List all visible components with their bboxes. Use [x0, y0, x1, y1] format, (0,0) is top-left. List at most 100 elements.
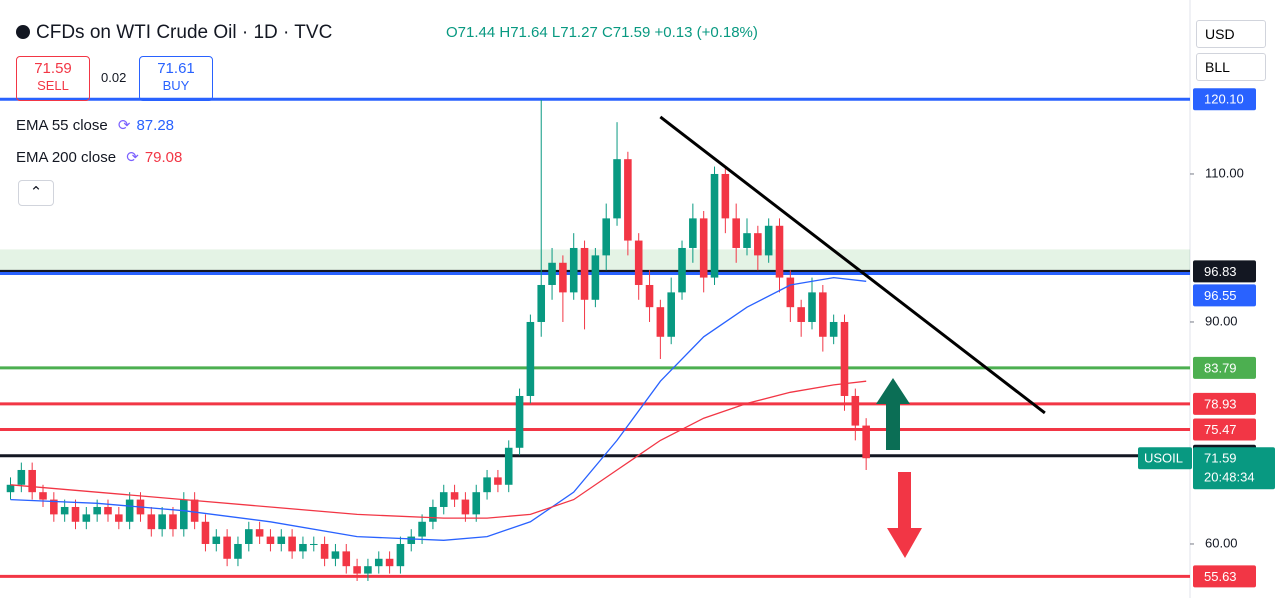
legend-name: EMA 200 close	[16, 149, 117, 166]
candle-body	[125, 499, 134, 522]
candle-body	[158, 514, 166, 530]
candle-body	[266, 536, 275, 544]
icon: ⟳	[117, 117, 131, 134]
candle-body	[180, 499, 188, 530]
candle-body	[6, 484, 15, 493]
candle-body	[234, 543, 242, 559]
trendline	[659, 115, 1046, 415]
candle-body	[461, 499, 470, 515]
candle-body	[559, 262, 567, 293]
candle-body	[169, 514, 177, 530]
candle-body	[450, 492, 459, 500]
down-arrow	[887, 472, 922, 558]
legend-name: EMA 55 close	[16, 117, 108, 134]
candle-body	[591, 255, 600, 300]
candle-body	[840, 321, 849, 396]
currency-select[interactable]: USD	[1196, 20, 1266, 48]
level-label-bg	[1193, 392, 1256, 415]
candle-body	[396, 543, 405, 567]
candle-body	[667, 292, 675, 337]
candle-body	[93, 506, 101, 515]
candle-body	[862, 425, 870, 459]
candle-body	[634, 240, 643, 285]
candle-body	[244, 529, 253, 544]
unit-select[interactable]: BLL	[1196, 53, 1266, 81]
candle-body	[808, 292, 816, 322]
unit: BLL	[1205, 59, 1230, 75]
level-label: 78.93	[1204, 396, 1237, 411]
title: CFDs on WTI Crude Oil · 1D · TVC	[36, 22, 333, 43]
candle-body	[60, 506, 69, 515]
candle-body	[28, 469, 36, 493]
candle-body	[212, 536, 221, 544]
candle-body	[851, 395, 860, 426]
level-label-bg	[1193, 356, 1256, 379]
price-tag: 71.59	[1204, 451, 1237, 466]
header-bg	[8, 16, 448, 50]
candle-body	[548, 262, 556, 285]
ema200-legend: EMA 200 close ⟳ 79.08	[16, 148, 182, 166]
candle-body	[374, 558, 383, 567]
candle-body	[602, 218, 611, 256]
candle-body	[71, 506, 80, 522]
candle-body	[147, 514, 156, 530]
ema-line	[10, 380, 867, 519]
candle-body	[342, 551, 351, 567]
ohlc: O71.44 H71.64 L71.27 C71.59 +0.13 (+0.18…	[446, 24, 758, 41]
buy-button[interactable]: 71.61 BUY	[139, 56, 213, 101]
candle-body	[819, 292, 827, 337]
y-tick-label: 90.00	[1205, 313, 1238, 328]
candle-body	[190, 499, 199, 522]
candle-body	[743, 233, 751, 248]
symbol-title[interactable]: CFDs on WTI Crude Oil · 1D · TVC	[16, 22, 332, 44]
candle-body	[439, 492, 448, 507]
candle-body	[483, 477, 491, 493]
icon: ⟳	[126, 149, 139, 166]
candle-body	[277, 536, 286, 544]
level-label: 75.47	[1204, 422, 1237, 437]
level-label: 55.63	[1204, 569, 1237, 584]
legend-value: 79.08	[144, 149, 183, 166]
y-tick-label: 110.00	[1205, 165, 1244, 180]
candle-body	[721, 173, 730, 219]
countdown: 20:48:34	[1204, 470, 1255, 485]
candle-body	[288, 536, 296, 552]
candle-body	[320, 543, 329, 559]
sell-label: SELL	[37, 78, 69, 93]
candle-body	[537, 284, 546, 322]
candle-body	[515, 395, 524, 448]
level-label: 120.10	[1204, 92, 1244, 107]
candle-body	[104, 506, 112, 515]
candle-body	[710, 173, 719, 278]
candle-body	[678, 247, 686, 293]
candle-body	[50, 499, 58, 515]
level-label-bg	[1193, 418, 1256, 441]
currency: USD	[1205, 26, 1235, 42]
candle-body	[201, 521, 210, 544]
candle-body	[407, 536, 416, 544]
candle-body	[689, 218, 697, 248]
sell-price: 71.59	[34, 60, 72, 77]
candle-body	[494, 477, 502, 485]
candle-body	[699, 218, 708, 278]
candle-body	[82, 514, 91, 522]
sell-button[interactable]: 71.59 SELL	[16, 56, 90, 101]
candle-body	[829, 321, 838, 337]
spread: 0.02	[101, 70, 127, 85]
level-label: 96.83	[1204, 264, 1237, 279]
candle-body	[429, 506, 437, 522]
candle-body	[504, 447, 513, 485]
collapse-button[interactable]: ⌃	[18, 180, 54, 206]
candle-body	[472, 492, 481, 515]
price-tag-bg	[1193, 447, 1275, 490]
candle-body	[732, 218, 740, 248]
candle-body	[775, 225, 784, 278]
candle-body	[569, 247, 578, 293]
ema55-legend: EMA 55 close ⟳ 87.28	[16, 116, 174, 134]
candle-body	[754, 233, 762, 256]
buy-price: 71.61	[157, 60, 195, 77]
level-label-bg	[1193, 565, 1256, 588]
level-label: 83.79	[1204, 360, 1237, 375]
